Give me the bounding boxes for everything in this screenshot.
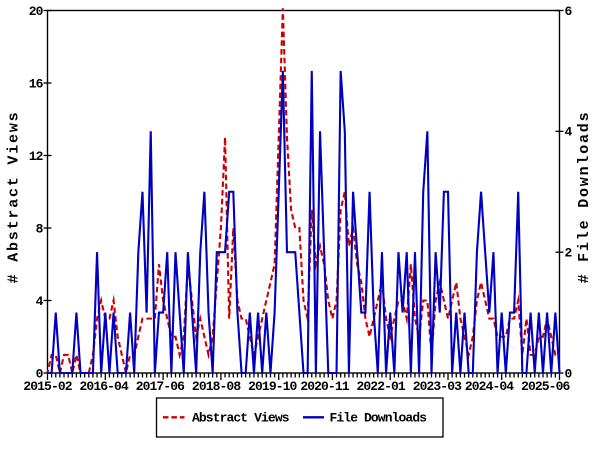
svg-text:2017-06: 2017-06 xyxy=(136,379,185,394)
svg-text:# Abstract Views: # Abstract Views xyxy=(6,111,23,284)
svg-text:# File Downloads: # File Downloads xyxy=(576,111,593,284)
svg-text:20: 20 xyxy=(29,4,44,19)
svg-text:File Downloads: File Downloads xyxy=(330,411,428,426)
svg-text:2020-11: 2020-11 xyxy=(300,379,349,394)
svg-text:2018-08: 2018-08 xyxy=(192,379,241,394)
svg-text:8: 8 xyxy=(36,221,44,236)
svg-text:2025-06: 2025-06 xyxy=(521,379,570,394)
svg-text:2: 2 xyxy=(565,246,573,261)
svg-text:16: 16 xyxy=(29,76,44,91)
svg-text:2016-04: 2016-04 xyxy=(80,379,129,394)
svg-text:2015-02: 2015-02 xyxy=(23,379,72,394)
svg-text:4: 4 xyxy=(565,125,573,140)
svg-text:6: 6 xyxy=(565,4,573,19)
svg-text:0: 0 xyxy=(36,366,44,381)
svg-text:0: 0 xyxy=(565,366,573,381)
svg-text:12: 12 xyxy=(29,149,44,164)
svg-text:Abstract Views: Abstract Views xyxy=(192,411,290,426)
svg-text:2019-10: 2019-10 xyxy=(248,379,297,394)
svg-text:2024-04: 2024-04 xyxy=(465,379,514,394)
svg-text:2023-03: 2023-03 xyxy=(413,379,462,394)
svg-text:2022-01: 2022-01 xyxy=(357,379,406,394)
svg-text:4: 4 xyxy=(36,294,44,309)
